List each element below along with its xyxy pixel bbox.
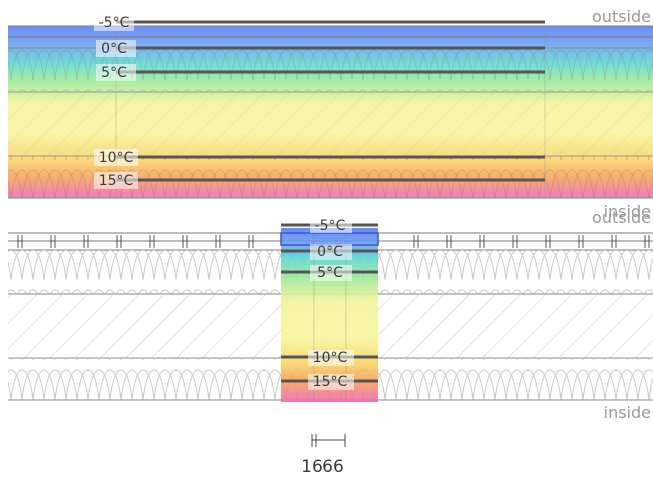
top-outside-label: outside	[592, 7, 651, 26]
top-isotherm-label: 0°C	[101, 41, 127, 57]
top-isotherm-label: 5°C	[101, 65, 127, 81]
bottom-isotherm-label: 15°C	[313, 374, 348, 390]
top-isotherm-label: 15°C	[99, 173, 134, 189]
bottom-isotherm-label: 5°C	[317, 265, 343, 281]
top-isotherm-label: 10°C	[99, 150, 134, 166]
bottom-isotherm-label-bg	[310, 217, 352, 233]
bottom-inside-label: inside	[604, 403, 651, 422]
bottom-section: inside outside -5°C 0°C 5°C	[8, 202, 653, 422]
top-isotherm-label-bg	[94, 172, 138, 189]
bottom-isotherm-label: 0°C	[317, 244, 343, 260]
bottom-isotherm-label-bg	[308, 350, 354, 366]
top-isotherm-label-bg	[96, 64, 136, 81]
dimension-value-a: 16	[301, 457, 323, 477]
fastener-row	[17, 235, 650, 248]
bottom-outside-label: outside	[592, 208, 651, 227]
dimension-marker: 16 66	[301, 434, 346, 477]
top-isotherm-label-bg	[96, 40, 136, 57]
top-isotherm-label-bg	[94, 14, 134, 31]
top-isotherm-label-bg	[94, 149, 138, 166]
top-inside-label: inside	[604, 202, 651, 221]
bottom-isotherm-label-bg	[310, 265, 352, 281]
top-section: -5°C 0°C 5°C 10°C 15°C outside	[8, 7, 653, 199]
top-isotherm-label: -5°C	[99, 15, 130, 31]
bottom-isotherm-label: 10°C	[313, 350, 348, 366]
bottom-isotherm-label-bg	[308, 374, 354, 390]
bottom-isotherm-label-bg	[310, 244, 352, 260]
bottom-isotherm-label: -5°C	[315, 218, 346, 234]
dimension-value-b: 66	[322, 457, 344, 477]
top-core-layer	[8, 92, 653, 156]
